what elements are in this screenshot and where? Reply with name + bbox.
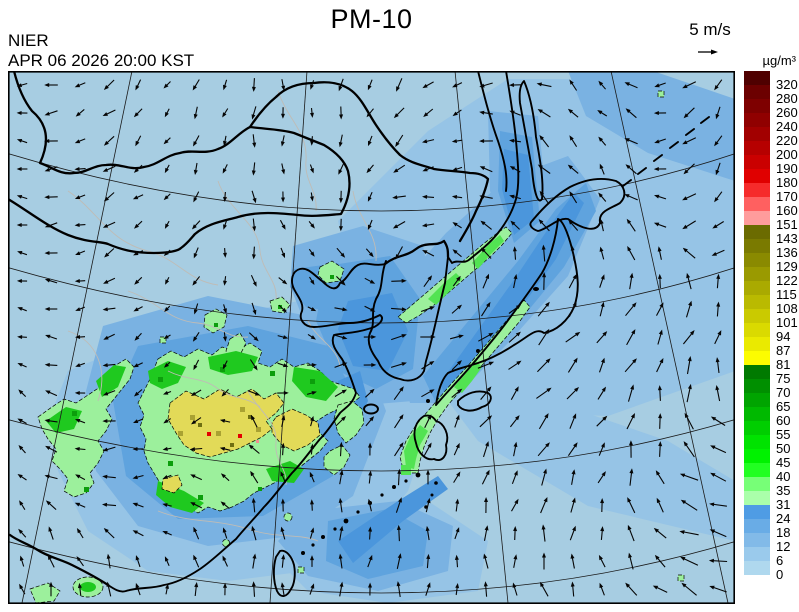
colorbar-tick-label: 160 bbox=[776, 203, 798, 218]
unit-label: µg/m³ bbox=[762, 53, 797, 68]
colorbar-tick-label: 129 bbox=[776, 259, 798, 274]
colorbar-tick-label: 101 bbox=[776, 315, 798, 330]
colorbar-tick-label: 18 bbox=[776, 525, 791, 540]
colorbar-tick-label: 260 bbox=[776, 105, 798, 120]
country-borders bbox=[8, 71, 490, 587]
colorbar-tick-label: 180 bbox=[776, 175, 798, 190]
colorbar-tick-label: 115 bbox=[776, 287, 797, 302]
wind-scale-label: 5 m/s bbox=[689, 20, 731, 39]
colorbar-tick-label: 60 bbox=[776, 413, 791, 428]
colorbar-tick-label: 320 bbox=[776, 77, 798, 92]
colorbar-tick-label: 87 bbox=[776, 343, 791, 358]
colorbar-tick-label: 240 bbox=[776, 119, 798, 134]
colorbar-tick-label: 35 bbox=[776, 483, 791, 498]
colorbar-tick-label: 31 bbox=[776, 497, 791, 512]
colorbar-tick-label: 6 bbox=[776, 553, 784, 568]
colorbar-tick-label: 70 bbox=[776, 385, 791, 400]
colorbar-tick-label: 136 bbox=[776, 245, 798, 260]
colorbar-tick-label: 75 bbox=[776, 371, 791, 386]
colorbar-tick-label: 143 bbox=[776, 231, 798, 246]
colorbar-tick-label: 170 bbox=[776, 189, 798, 204]
colorbar-tick-label: 45 bbox=[776, 455, 791, 470]
colorbar-tick-label: 122 bbox=[776, 273, 798, 288]
colorbar-tick-label: 50 bbox=[776, 441, 791, 456]
colorbar-tick-label: 24 bbox=[776, 511, 791, 526]
colorbar-tick-label: 280 bbox=[776, 91, 798, 106]
colorbar-tick-label: 94 bbox=[776, 329, 791, 344]
pm-plume-regions bbox=[29, 90, 685, 604]
colorbar-tick-label: 0 bbox=[776, 567, 784, 582]
forecast-datetime: APR 06 2026 20:00 KST bbox=[8, 51, 195, 70]
colorbar-tick-label: 40 bbox=[776, 469, 791, 484]
colorbar-tick-label: 108 bbox=[776, 301, 798, 316]
colorbar-tick-label: 220 bbox=[776, 133, 798, 148]
page-title: PM-10 bbox=[330, 4, 413, 34]
wind-scale-arrow-icon bbox=[694, 44, 722, 62]
wind-arrows bbox=[16, 78, 728, 597]
colorbar-tick-label: 190 bbox=[776, 161, 798, 176]
coastlines bbox=[107, 71, 710, 597]
colorbar-tick-label: 81 bbox=[776, 357, 791, 372]
colorbar-labels: 320 280 260 240 220 200 190 180 170 160 151 143 136 1… bbox=[776, 71, 799, 583]
map-frame bbox=[8, 71, 735, 604]
colorbar-tick-label: 200 bbox=[776, 147, 798, 162]
colorbar-tick-label: 55 bbox=[776, 427, 791, 442]
colorbar-tick-label: 12 bbox=[776, 539, 791, 554]
colorbar-tick-label: 151 bbox=[776, 217, 798, 232]
agency-label: NIER bbox=[8, 31, 49, 50]
colorbar-tick-label: 65 bbox=[776, 399, 791, 414]
colorbar bbox=[744, 71, 770, 575]
pm10-concentration-map bbox=[8, 71, 735, 604]
